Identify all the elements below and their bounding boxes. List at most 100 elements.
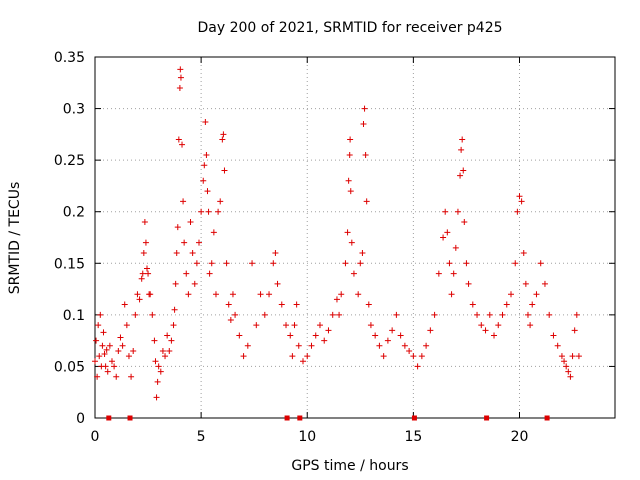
data-point (232, 311, 239, 318)
data-point (200, 177, 207, 184)
data-point (336, 311, 343, 318)
y-tick-label: 0 (76, 411, 85, 427)
data-point (293, 301, 300, 308)
data-point (550, 332, 557, 339)
data-point (253, 322, 260, 329)
data-point (119, 342, 126, 349)
data-point (100, 329, 107, 336)
data-point (164, 332, 171, 339)
data-point (321, 337, 328, 344)
data-point (529, 301, 536, 308)
data-point (347, 188, 354, 195)
data-point (329, 311, 336, 318)
data-point (113, 373, 120, 380)
data-point (191, 280, 198, 287)
data-point (524, 311, 531, 318)
data-point (187, 219, 194, 226)
data-point (130, 347, 137, 354)
data-point (134, 291, 141, 298)
data-point (345, 177, 352, 184)
data-point (295, 342, 302, 349)
data-point (141, 219, 148, 226)
data-point (219, 136, 226, 143)
data-point (96, 353, 103, 360)
data-point (215, 208, 222, 215)
data-point (431, 311, 438, 318)
data-point (460, 167, 467, 174)
data-point (541, 280, 548, 287)
data-point (236, 332, 243, 339)
data-point (152, 358, 159, 365)
plot-border (94, 56, 616, 419)
data-points (92, 66, 582, 401)
data-point (410, 353, 417, 360)
chart-title: Day 200 of 2021, SRMTID for receiver p42… (197, 20, 502, 36)
data-point (347, 136, 354, 143)
data-point (117, 334, 124, 341)
data-point (193, 260, 200, 267)
grid (95, 57, 615, 418)
data-point (174, 224, 181, 231)
data-point (486, 311, 493, 318)
data-point (512, 260, 519, 267)
data-point (450, 270, 457, 277)
data-point (362, 151, 369, 158)
data-point (499, 311, 506, 318)
data-point (380, 353, 387, 360)
data-point (172, 280, 179, 287)
data-point (287, 332, 294, 339)
zero-marker (284, 415, 290, 421)
data-point (176, 84, 183, 91)
data-point (136, 296, 143, 303)
data-point (342, 260, 349, 267)
data-point (401, 342, 408, 349)
data-point (177, 74, 184, 81)
data-point (97, 311, 104, 318)
data-point (459, 136, 466, 143)
data-point (316, 322, 323, 329)
data-point (338, 291, 345, 298)
data-point (291, 322, 298, 329)
data-point (201, 162, 208, 169)
data-point (563, 363, 570, 370)
data-point (221, 167, 228, 174)
data-point (166, 347, 173, 354)
data-point (202, 118, 209, 125)
data-point (94, 373, 101, 380)
data-point (227, 317, 234, 324)
data-point (558, 353, 565, 360)
data-point (154, 378, 161, 385)
data-point (278, 301, 285, 308)
data-point (363, 198, 370, 205)
data-point (257, 291, 264, 298)
data-point (196, 239, 202, 246)
data-point (393, 311, 400, 318)
data-point (495, 322, 502, 329)
data-point (357, 260, 364, 267)
data-point (300, 358, 306, 365)
data-point (565, 368, 572, 375)
data-point (95, 322, 102, 329)
data-point (179, 141, 186, 148)
data-point (491, 332, 498, 339)
x-tick-label: 15 (404, 429, 422, 445)
data-point (516, 193, 523, 200)
data-point (365, 301, 372, 308)
data-point (180, 198, 187, 205)
data-point (101, 351, 108, 358)
data-point (111, 363, 118, 370)
data-point (575, 353, 582, 360)
data-point (458, 146, 465, 153)
data-point (104, 368, 111, 375)
data-point (171, 306, 178, 313)
y-tick-label: 0.2 (63, 205, 85, 221)
data-point (249, 260, 256, 267)
data-point (527, 322, 534, 329)
data-point (389, 327, 396, 334)
zero-marker (297, 415, 303, 421)
zero-marker (484, 415, 490, 421)
x-axis-label: GPS time / hours (291, 458, 408, 474)
y-axis-label: SRMTID / TECUs (7, 182, 23, 295)
data-point (567, 373, 574, 380)
